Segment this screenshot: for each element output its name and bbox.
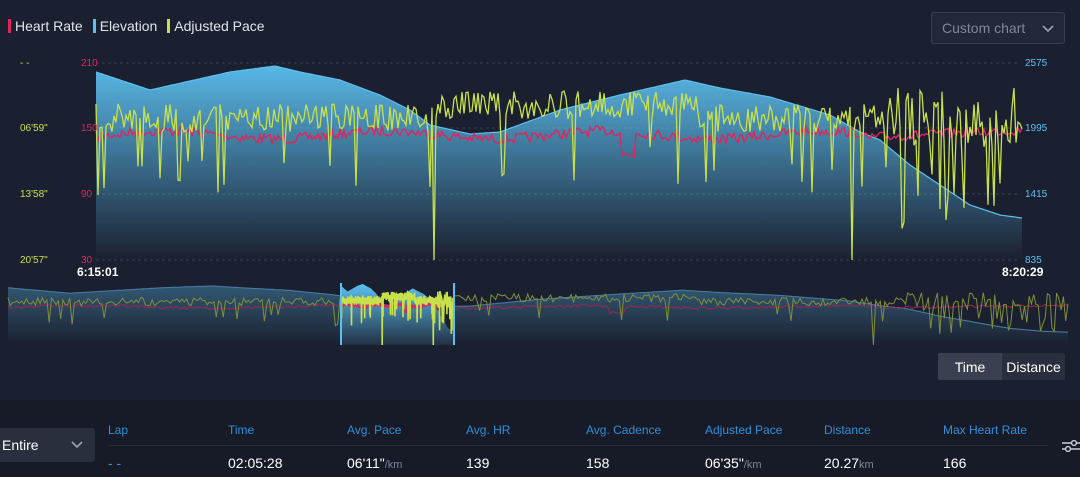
legend-adjusted-pace[interactable]: Adjusted Pace	[167, 18, 265, 34]
overview-pace-line	[7, 291, 1069, 346]
avg-cadence-header: Avg. Cadence	[586, 423, 662, 437]
max-hr-value: 166	[943, 455, 967, 471]
lap-select-value: Entire	[2, 437, 39, 453]
lap-select[interactable]: Entire	[0, 428, 95, 462]
avg-cadence-value: 158	[586, 455, 610, 471]
avg-hr-value: 139	[466, 455, 490, 471]
avg-pace-value: 06'11"/km	[347, 455, 402, 471]
avg-pace-header: Avg. Pace	[347, 423, 402, 437]
pace-axis-label: - -	[20, 58, 30, 69]
time-toggle-button[interactable]: Time	[938, 353, 1002, 380]
time-distance-toggle: Time Distance	[938, 353, 1065, 380]
time-end-label: 8:20:29	[1002, 265, 1044, 279]
heart-rate-line	[95, 124, 1023, 159]
time-start-label: 6:15:01	[77, 265, 119, 279]
distance-value: 20.27km	[824, 455, 874, 471]
distance-toggle-button[interactable]: Distance	[1002, 353, 1065, 380]
avg-pace-number: 06'11"	[347, 455, 385, 471]
time-header: Time	[228, 423, 255, 437]
adjusted-pace-swatch	[167, 19, 171, 33]
legend-elevation-label: Elevation	[99, 18, 158, 34]
elevation-area	[96, 66, 1022, 260]
overview-elevation-area	[8, 286, 1068, 345]
adjusted-pace-header: Adjusted Pace	[705, 423, 783, 437]
distance-unit: km	[859, 459, 874, 471]
elevation-axis-label: 1995	[1025, 123, 1048, 134]
pace-axis-label: 06'59"	[20, 123, 48, 134]
elevation-swatch	[92, 19, 96, 33]
legend-elevation[interactable]: Elevation	[92, 18, 158, 34]
stats-divider	[108, 445, 1048, 446]
legend-adjusted-pace-label: Adjusted Pace	[174, 18, 265, 34]
heart-rate-axis-label: 90	[81, 189, 93, 200]
custom-chart-label: Custom chart	[942, 20, 1026, 36]
adjusted-pace-number: 06'35"	[705, 455, 744, 471]
custom-chart-dropdown[interactable]: Custom chart	[931, 12, 1065, 44]
heart-rate-axis-label: 210	[81, 58, 98, 69]
max-hr-header: Max Heart Rate	[943, 423, 1028, 437]
activity-chart[interactable]	[0, 0, 1080, 400]
adjusted-pace-line	[95, 87, 1023, 261]
lap-stats-panel	[0, 400, 1080, 477]
heart-rate-axis-label: 30	[81, 255, 93, 266]
lap-value: - -	[108, 455, 122, 471]
chart-legend: Heart Rate Elevation Adjusted Pace	[8, 18, 265, 34]
legend-heart-rate[interactable]: Heart Rate	[8, 18, 83, 34]
lap-header: Lap	[108, 423, 129, 437]
time-value: 02:05:28	[228, 455, 283, 471]
chevron-down-icon	[71, 438, 83, 452]
distance-number: 20.27	[824, 455, 860, 471]
adjusted-pace-unit: /km	[743, 459, 762, 471]
distance-header: Distance	[824, 423, 871, 437]
heart-rate-swatch	[8, 19, 11, 33]
adjusted-pace-value: 06'35"/km	[705, 455, 762, 471]
pace-axis-label: 20'57"	[20, 255, 48, 266]
elevation-axis-label: 2575	[1025, 58, 1048, 69]
avg-pace-unit: /km	[384, 459, 403, 471]
elevation-axis-label: 1415	[1025, 189, 1048, 200]
legend-heart-rate-label: Heart Rate	[15, 18, 83, 34]
pace-axis-label: 13'58"	[20, 189, 48, 200]
column-settings-icon[interactable]	[1062, 438, 1080, 454]
chevron-down-icon	[1042, 21, 1054, 36]
selection-pace-line	[340, 289, 455, 346]
heart-rate-axis-label: 150	[81, 123, 98, 134]
elevation-axis-label: 835	[1025, 255, 1042, 266]
avg-hr-header: Avg. HR	[466, 423, 511, 437]
